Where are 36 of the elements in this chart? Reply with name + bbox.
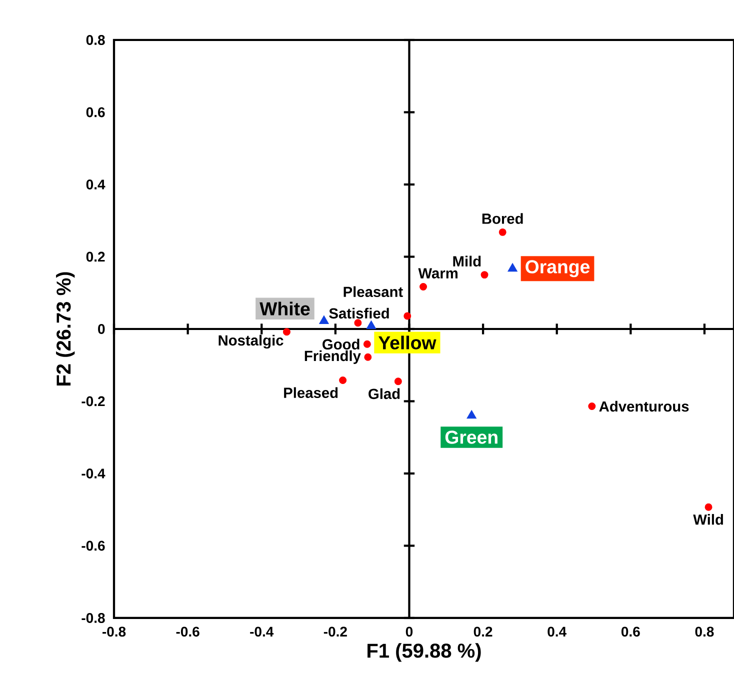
series-label: Pleased — [284, 387, 338, 398]
y-tick-label: -0.6 — [82, 540, 105, 551]
series-label: Nostalgic — [218, 334, 284, 349]
x-tick-label: 0.2 — [474, 626, 492, 637]
x-tick-label: -0.6 — [176, 626, 200, 637]
y-tick-label: -0.4 — [82, 468, 106, 478]
y-tick-label: -0.2 — [82, 396, 105, 406]
series-label: Yellow — [378, 336, 436, 350]
series-label: Glad — [368, 388, 400, 400]
series-label: Good — [322, 338, 360, 350]
series-label: Mild — [453, 256, 481, 267]
series-label: Orange — [526, 260, 590, 278]
x-tick-label: 0.4 — [548, 626, 566, 637]
y-tick-label: 0.2 — [86, 252, 105, 262]
x-tick-label: -0.4 — [250, 626, 274, 637]
x-tick-label: 0 — [406, 626, 413, 637]
y-tick-label: 0.6 — [86, 107, 105, 118]
x-axis-title: F1 (59.88 %) — [368, 643, 481, 662]
series-label: Green — [445, 430, 498, 444]
series-label: Friendly — [304, 350, 361, 364]
series-label: Satisfied — [329, 308, 389, 319]
x-tick-label: 0.6 — [621, 626, 640, 637]
x-tick-label: 0.8 — [695, 626, 714, 637]
x-tick-label: -0.2 — [324, 626, 347, 637]
y-tick-label: 0.8 — [86, 35, 105, 45]
series-label: Wild — [693, 514, 723, 525]
series-label: White — [260, 302, 310, 316]
y-tick-label: -0.8 — [82, 613, 105, 623]
series-label: Pleasant — [344, 286, 403, 298]
y-axis-title: F2 (26.73 %) — [56, 272, 75, 386]
series-label: Adventurous — [599, 400, 689, 412]
series-label: Bored — [482, 213, 523, 224]
y-tick-label: 0.4 — [86, 180, 106, 190]
series-label: Warm — [418, 268, 458, 278]
x-tick-label: -0.8 — [102, 626, 126, 637]
y-tick-label: 0 — [98, 324, 105, 334]
